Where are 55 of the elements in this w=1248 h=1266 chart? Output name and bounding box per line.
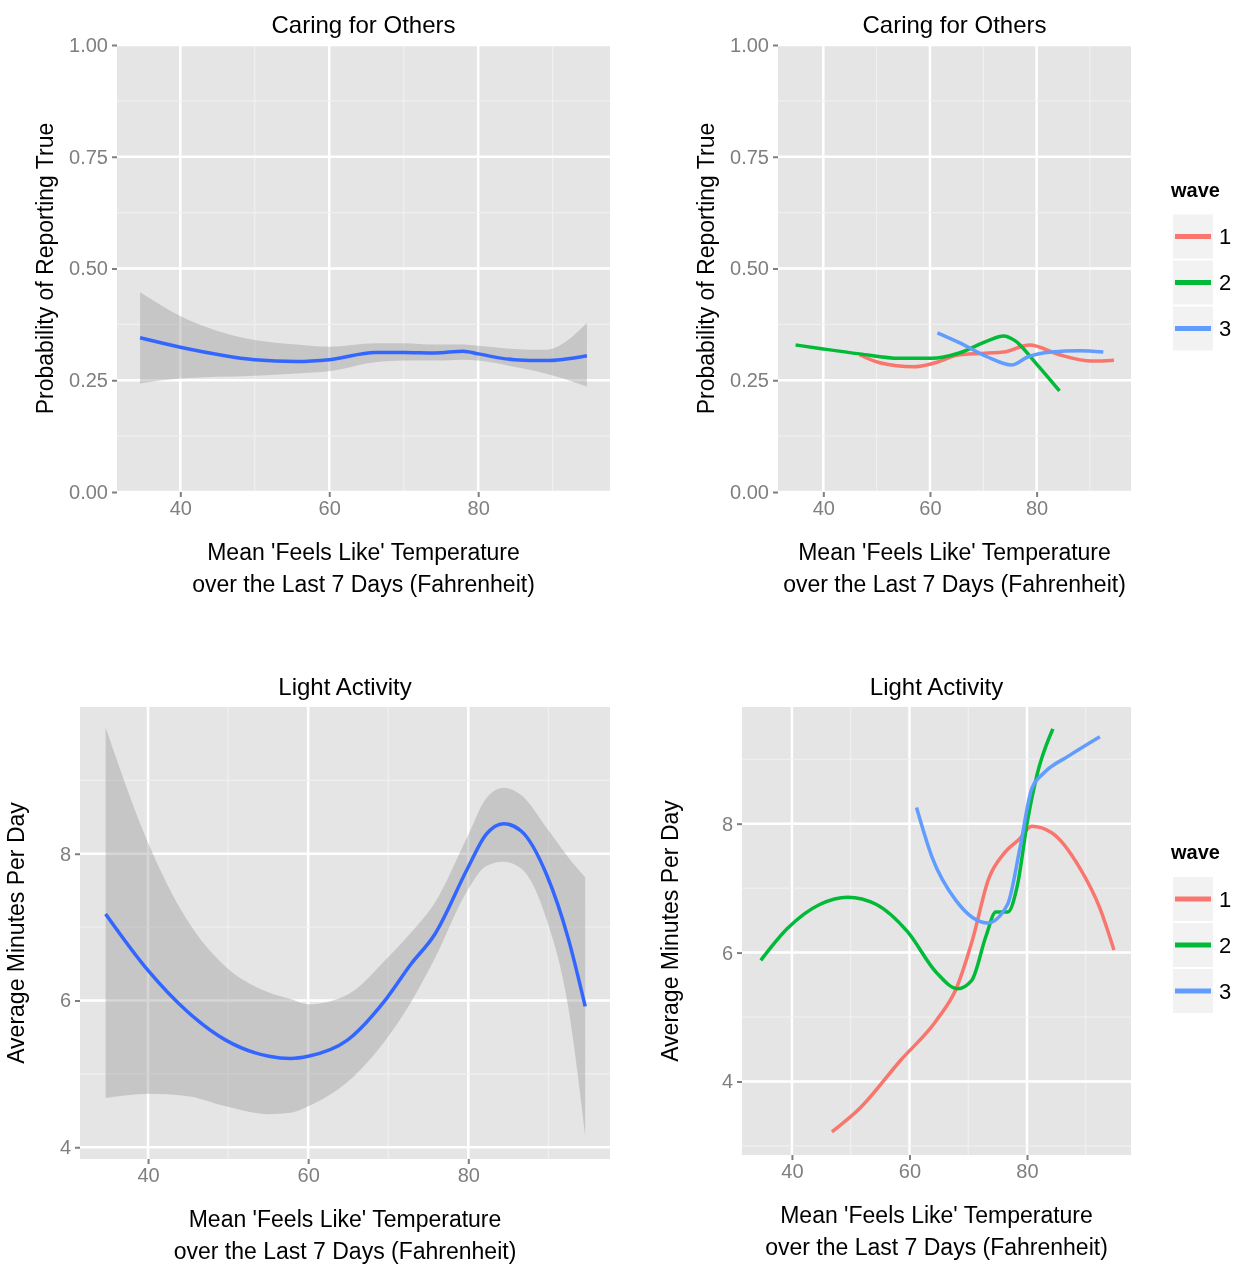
- x-tick-label: 60: [297, 1164, 320, 1187]
- legend-title: wave: [1170, 178, 1220, 201]
- y-tick-label: 0.50: [730, 257, 769, 280]
- y-tick-label: 6: [59, 989, 71, 1012]
- x-tick-label: 80: [1025, 497, 1049, 520]
- legend-label: 3: [1219, 978, 1232, 1004]
- y-axis-title: Average Minutes Per Day: [3, 801, 30, 1064]
- x-tick-label: 60: [318, 497, 341, 520]
- x-tick-label: 80: [467, 497, 490, 520]
- line-series: [138, 336, 589, 364]
- x-tick-label: 60: [919, 497, 942, 520]
- y-tick-label: 0.75: [730, 145, 769, 168]
- x-axis-title: Mean 'Feels Like' Temperature over the Last 7 Days (Fahrenheit): [765, 1202, 1108, 1260]
- y-tick-label: 0.50: [69, 257, 108, 280]
- y-tick-label: 8: [59, 842, 71, 865]
- x-axis-title: Mean 'Feels Like' Temperature over the Last 7 Days (Fahrenheit): [192, 539, 535, 597]
- chart-title: Light Activity: [869, 673, 1004, 700]
- y-tick-label: 0.25: [69, 369, 108, 392]
- y-tick-label: 0.25: [730, 369, 769, 392]
- legend-label: 2: [1219, 270, 1232, 296]
- x-axis-title: Mean 'Feels Like' Temperature over the Last 7 Days (Fahrenheit): [783, 539, 1126, 597]
- y-axis-title: Probability of Reporting True: [693, 122, 720, 415]
- y-tick-label: 6: [721, 941, 733, 964]
- x-tick-label: 40: [137, 1164, 160, 1187]
- legend-label: 3: [1219, 316, 1232, 342]
- y-tick-label: 8: [721, 812, 733, 835]
- x-axis-title: Mean 'Feels Like' Temperature over the Last 7 Days (Fahrenheit): [173, 1206, 517, 1264]
- legend-label: 1: [1219, 224, 1232, 250]
- legend-label: 1: [1219, 886, 1232, 912]
- line-series: [830, 824, 1116, 1134]
- line-series: [935, 331, 1106, 367]
- x-tick-label: 40: [169, 497, 192, 520]
- chart-title: Caring for Others: [862, 11, 1047, 38]
- y-axis-title: Probability of Reporting True: [32, 122, 59, 415]
- x-tick-label: 80: [1016, 1160, 1039, 1183]
- line-series: [914, 734, 1102, 925]
- y-tick-label: 1.00: [69, 33, 108, 56]
- y-tick-label: 0.00: [69, 480, 108, 503]
- y-tick-label: 1.00: [730, 33, 769, 56]
- x-tick-label: 60: [898, 1160, 922, 1183]
- x-tick-label: 40: [812, 497, 835, 520]
- legend-label: 2: [1219, 932, 1232, 958]
- y-tick-label: 4: [59, 1136, 71, 1159]
- x-tick-label: 40: [781, 1160, 804, 1183]
- chart-title: Caring for Others: [271, 11, 456, 38]
- y-tick-label: 4: [721, 1070, 733, 1093]
- line-series: [103, 821, 587, 1061]
- y-tick-label: 0.00: [730, 480, 769, 503]
- line-series: [793, 334, 1062, 393]
- line-series: [759, 727, 1055, 991]
- x-tick-label: 80: [457, 1164, 480, 1187]
- y-axis-title: Average Minutes Per Day: [657, 799, 684, 1062]
- chart-title: Light Activity: [278, 673, 412, 700]
- y-tick-label: 0.75: [69, 145, 108, 168]
- legend-title: wave: [1170, 841, 1220, 863]
